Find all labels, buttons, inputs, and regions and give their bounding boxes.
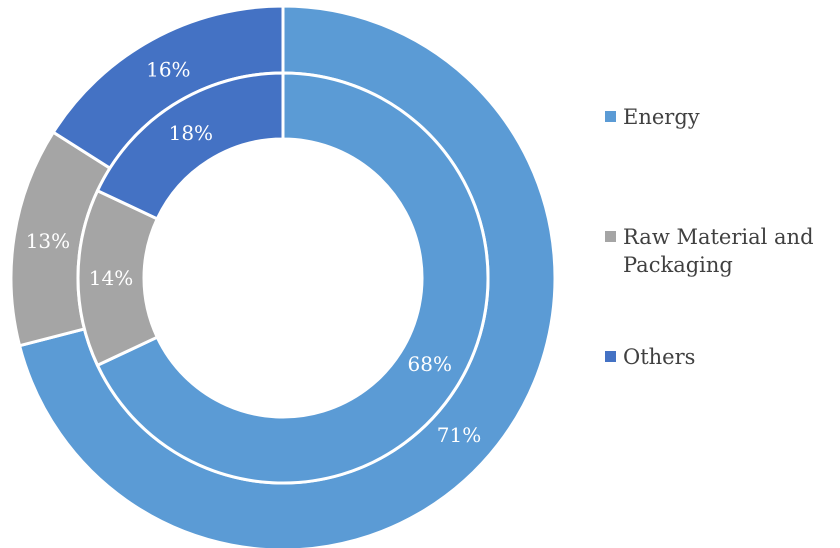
outer-label-energy: 71% <box>437 423 481 447</box>
inner-label-raw-material-and-packaging: 14% <box>89 266 133 290</box>
legend-label-raw-material-and-packaging: Raw Material and Packaging <box>623 225 814 277</box>
inner-slice-others <box>95 71 285 221</box>
legend: Energy Raw Material and Packaging Others <box>605 0 840 548</box>
legend-item-raw-material-and-packaging: Raw Material and Packaging <box>605 223 828 279</box>
legend-label-others: Others <box>623 345 696 369</box>
legend-swatch-others <box>605 351 616 362</box>
outer-label-raw-material-and-packaging: 13% <box>26 229 70 253</box>
outer-ring-labels: 71% 13% 16% <box>26 57 482 447</box>
legend-swatch-energy <box>605 111 616 122</box>
inner-slice-energy <box>95 71 490 485</box>
inner-label-energy: 68% <box>408 352 452 376</box>
legend-swatch-raw-material-and-packaging <box>605 231 616 242</box>
inner-ring <box>76 71 490 485</box>
inner-label-others: 18% <box>169 121 213 145</box>
outer-label-others: 16% <box>146 57 190 81</box>
legend-item-energy: Energy <box>605 103 828 131</box>
legend-label-energy: Energy <box>623 105 700 129</box>
legend-item-others: Others <box>605 343 828 371</box>
inner-ring-labels: 68% 14% 18% <box>89 121 452 376</box>
